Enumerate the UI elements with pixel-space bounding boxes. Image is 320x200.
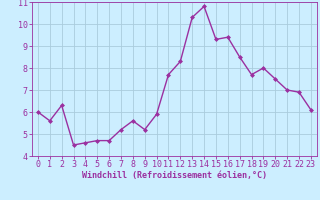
X-axis label: Windchill (Refroidissement éolien,°C): Windchill (Refroidissement éolien,°C) <box>82 171 267 180</box>
